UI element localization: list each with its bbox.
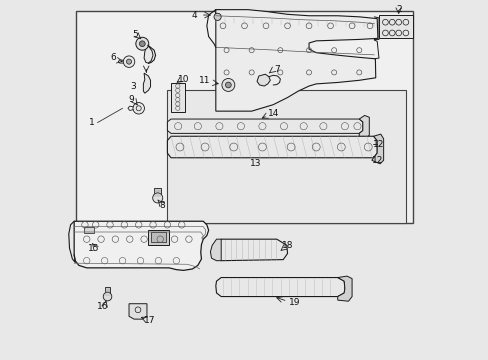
Text: 16: 16 [97, 302, 108, 311]
Text: 19: 19 [288, 298, 300, 307]
Text: 9: 9 [128, 95, 134, 104]
Bar [151, 232, 166, 242]
Text: 12: 12 [372, 140, 383, 149]
Circle shape [103, 292, 112, 301]
Polygon shape [337, 276, 351, 301]
Polygon shape [257, 74, 270, 86]
Text: 7: 7 [273, 65, 279, 74]
Bar [76, 12, 412, 223]
Polygon shape [143, 73, 150, 93]
Bar [148, 230, 169, 244]
Bar [83, 226, 94, 233]
Polygon shape [144, 45, 153, 63]
Polygon shape [215, 10, 377, 111]
Text: 18: 18 [281, 241, 293, 250]
Text: 5: 5 [132, 30, 138, 39]
Bar [154, 188, 161, 197]
Text: 1: 1 [89, 118, 95, 127]
Circle shape [214, 13, 221, 21]
Circle shape [225, 82, 231, 88]
Bar [171, 83, 184, 112]
Polygon shape [215, 278, 344, 297]
Text: 15: 15 [88, 244, 100, 253]
Bar [215, 9, 220, 16]
Polygon shape [167, 119, 362, 134]
Text: 13: 13 [249, 159, 261, 168]
Text: 11: 11 [199, 76, 210, 85]
Text: 10: 10 [178, 75, 189, 84]
Text: 3: 3 [130, 82, 136, 91]
Text: 2: 2 [395, 5, 401, 14]
Circle shape [222, 78, 234, 91]
Circle shape [139, 41, 145, 46]
Text: 12: 12 [371, 156, 382, 165]
Circle shape [152, 193, 163, 203]
Polygon shape [216, 239, 287, 261]
Text: 4: 4 [191, 10, 197, 19]
Polygon shape [129, 304, 147, 319]
Circle shape [123, 56, 135, 67]
Text: 17: 17 [143, 316, 155, 325]
Bar [167, 90, 405, 223]
Polygon shape [167, 136, 376, 158]
Bar [104, 287, 110, 296]
Polygon shape [359, 116, 368, 138]
Polygon shape [74, 221, 208, 270]
Text: 8: 8 [159, 201, 164, 210]
Circle shape [133, 103, 144, 114]
Polygon shape [210, 239, 221, 261]
Circle shape [126, 59, 131, 64]
Circle shape [136, 37, 148, 50]
Text: 14: 14 [267, 109, 278, 118]
Polygon shape [371, 134, 383, 164]
Text: 6: 6 [110, 53, 116, 62]
Polygon shape [378, 15, 412, 39]
